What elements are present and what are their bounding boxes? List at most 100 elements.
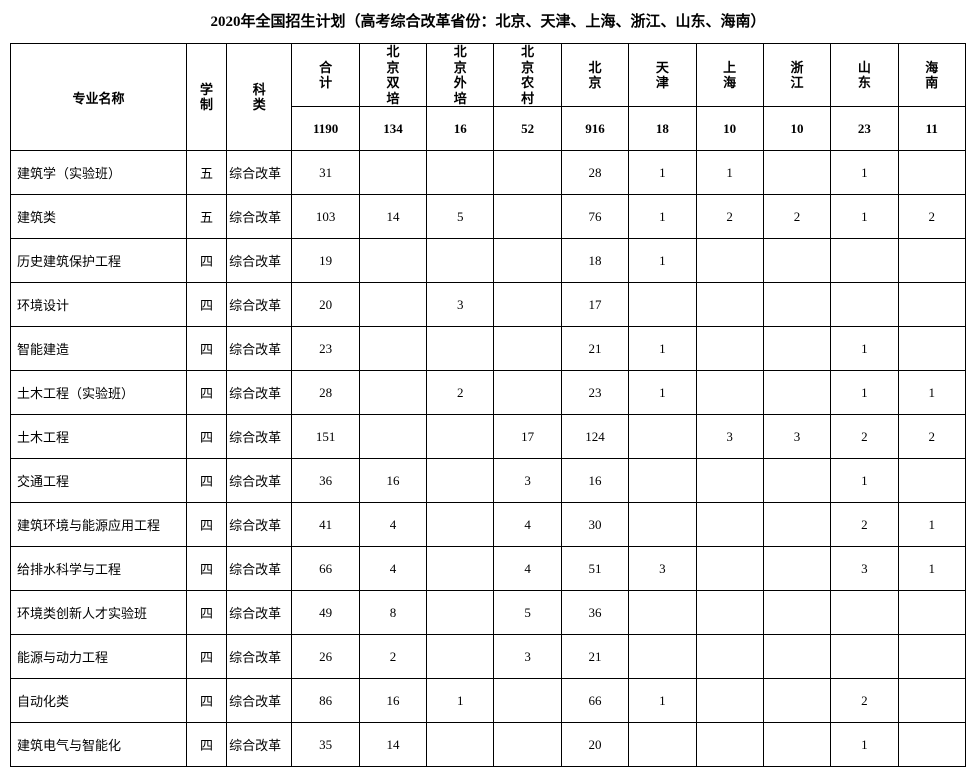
- cell-value: [696, 591, 763, 635]
- cell-value: [696, 503, 763, 547]
- cell-value: 4: [359, 503, 426, 547]
- cell-duration: 四: [186, 547, 226, 591]
- cell-value: 3: [494, 635, 561, 679]
- table-row: 环境设计四综合改革20317: [11, 283, 966, 327]
- total-cell: 52: [494, 107, 561, 151]
- cell-value: 31: [292, 151, 359, 195]
- cell-value: [763, 459, 830, 503]
- table-row: 建筑环境与能源应用工程四综合改革41443021: [11, 503, 966, 547]
- cell-value: [763, 151, 830, 195]
- cell-value: [427, 151, 494, 195]
- cell-value: 1: [831, 327, 898, 371]
- cell-major: 环境类创新人才实验班: [11, 591, 187, 635]
- total-cell: 11: [898, 107, 965, 151]
- cell-value: [696, 635, 763, 679]
- cell-value: [629, 591, 696, 635]
- total-cell: 23: [831, 107, 898, 151]
- cell-value: 5: [427, 195, 494, 239]
- cell-value: 3: [494, 459, 561, 503]
- cell-value: [831, 283, 898, 327]
- cell-value: [494, 239, 561, 283]
- cell-value: 1: [898, 371, 965, 415]
- cell-value: 35: [292, 723, 359, 767]
- table-row: 建筑电气与智能化四综合改革3514201: [11, 723, 966, 767]
- cell-value: [696, 723, 763, 767]
- cell-duration: 四: [186, 723, 226, 767]
- cell-value: [494, 195, 561, 239]
- cell-value: [494, 679, 561, 723]
- cell-value: 14: [359, 723, 426, 767]
- cell-value: [494, 283, 561, 327]
- cell-value: [359, 371, 426, 415]
- cell-value: 1: [831, 723, 898, 767]
- cell-value: [831, 591, 898, 635]
- cell-value: [763, 503, 830, 547]
- cell-value: 3: [831, 547, 898, 591]
- cell-value: 16: [359, 679, 426, 723]
- cell-value: [898, 591, 965, 635]
- cell-value: 66: [292, 547, 359, 591]
- cell-value: 36: [561, 591, 628, 635]
- cell-category: 综合改革: [227, 239, 292, 283]
- cell-category: 综合改革: [227, 195, 292, 239]
- cell-value: [629, 723, 696, 767]
- cell-value: [427, 635, 494, 679]
- cell-value: [427, 723, 494, 767]
- cell-value: [696, 459, 763, 503]
- cell-value: [898, 239, 965, 283]
- cell-value: 2: [898, 415, 965, 459]
- cell-value: [427, 327, 494, 371]
- cell-value: [696, 547, 763, 591]
- cell-value: [763, 327, 830, 371]
- cell-duration: 四: [186, 415, 226, 459]
- col-bj: 北 京: [561, 44, 628, 107]
- cell-value: [696, 679, 763, 723]
- table-row: 土木工程（实验班）四综合改革28223111: [11, 371, 966, 415]
- col-bj-sp: 北 京 双 培: [359, 44, 426, 107]
- cell-category: 综合改革: [227, 371, 292, 415]
- cell-value: 4: [494, 547, 561, 591]
- cell-value: 23: [561, 371, 628, 415]
- page-title: 2020年全国招生计划（高考综合改革省份：北京、天津、上海、浙江、山东、海南）: [10, 10, 966, 31]
- cell-value: [359, 151, 426, 195]
- cell-value: 5: [494, 591, 561, 635]
- cell-value: [763, 239, 830, 283]
- cell-category: 综合改革: [227, 415, 292, 459]
- cell-value: 41: [292, 503, 359, 547]
- cell-value: [427, 459, 494, 503]
- col-major: 专业名称: [11, 44, 187, 151]
- cell-value: [427, 415, 494, 459]
- cell-value: 17: [561, 283, 628, 327]
- cell-value: [831, 635, 898, 679]
- cell-value: 4: [359, 547, 426, 591]
- cell-value: 2: [359, 635, 426, 679]
- total-cell: 134: [359, 107, 426, 151]
- cell-value: [629, 459, 696, 503]
- cell-major: 给排水科学与工程: [11, 547, 187, 591]
- cell-value: 4: [494, 503, 561, 547]
- cell-major: 建筑学（实验班）: [11, 151, 187, 195]
- cell-major: 环境设计: [11, 283, 187, 327]
- cell-value: 1: [898, 547, 965, 591]
- cell-category: 综合改革: [227, 327, 292, 371]
- cell-major: 建筑类: [11, 195, 187, 239]
- cell-value: [763, 635, 830, 679]
- table-row: 自动化类四综合改革861616612: [11, 679, 966, 723]
- table-row: 建筑学（实验班）五综合改革3128111: [11, 151, 966, 195]
- cell-value: 19: [292, 239, 359, 283]
- total-cell: 10: [696, 107, 763, 151]
- cell-value: 2: [696, 195, 763, 239]
- cell-value: 2: [763, 195, 830, 239]
- cell-value: 1: [629, 679, 696, 723]
- cell-value: [763, 591, 830, 635]
- table-row: 能源与动力工程四综合改革262321: [11, 635, 966, 679]
- cell-major: 建筑环境与能源应用工程: [11, 503, 187, 547]
- cell-value: [359, 327, 426, 371]
- cell-major: 土木工程（实验班）: [11, 371, 187, 415]
- cell-value: [898, 459, 965, 503]
- table-row: 土木工程四综合改革151171243322: [11, 415, 966, 459]
- col-total: 合 计: [292, 44, 359, 107]
- cell-value: 3: [763, 415, 830, 459]
- cell-value: 1: [629, 151, 696, 195]
- cell-category: 综合改革: [227, 151, 292, 195]
